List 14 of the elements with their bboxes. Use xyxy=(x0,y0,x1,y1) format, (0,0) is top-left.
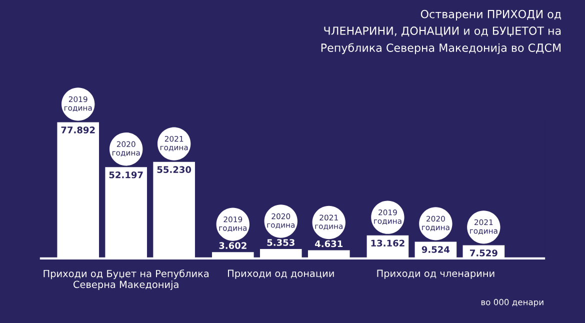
data-label: 55.230 xyxy=(157,166,192,174)
data-label: 4.631 xyxy=(315,240,343,248)
data-label: 13.162 xyxy=(371,240,404,247)
data-label: 52.197 xyxy=(109,171,143,178)
chart-title: Остварени ПРИХОДИ од ЧЛЕНАРИНИ, ДОНАЦИИ и од БУЏЕТОТ на Република Северна Македонија во СДСМ xyxy=(321,10,562,54)
data-label: 9.524 xyxy=(422,246,450,253)
text: во 000 денари xyxy=(481,298,544,307)
data-label: 5.353 xyxy=(267,239,294,246)
x-tick-label: Приходи од членарини xyxy=(377,270,494,279)
x-tick-label: Приходи од донации xyxy=(228,270,334,279)
data-label: 3.602 xyxy=(219,242,246,249)
x-tick-label: Приходи од Буџет на Република Северна Македонија xyxy=(44,270,209,290)
data-label: 7.529 xyxy=(470,250,498,256)
data-label: 77.892 xyxy=(61,126,95,134)
